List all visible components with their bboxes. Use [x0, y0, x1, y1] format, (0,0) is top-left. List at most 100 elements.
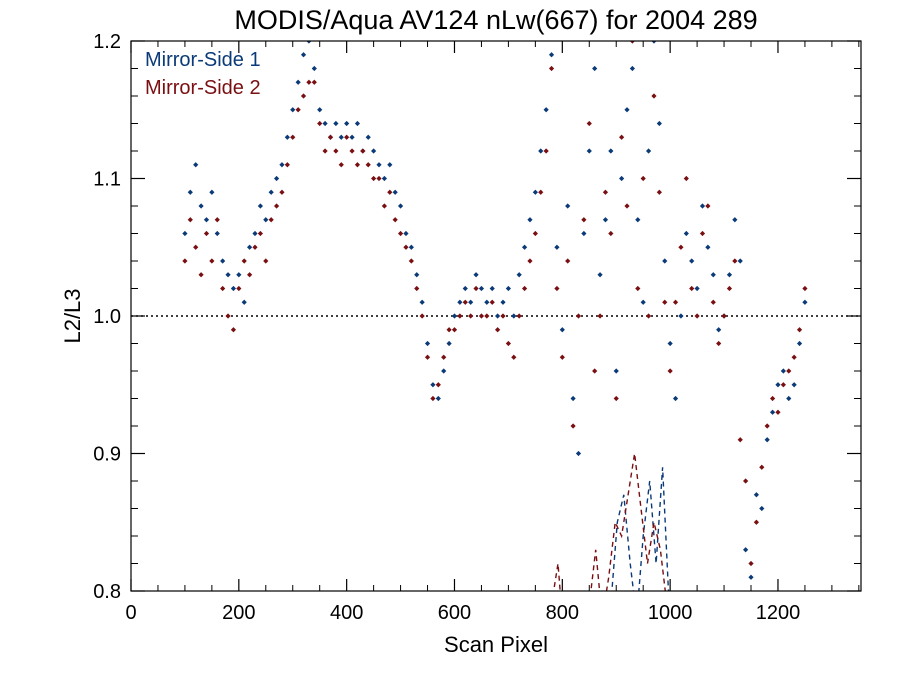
series-2-point — [182, 258, 188, 264]
series-1-point — [209, 189, 215, 195]
series-2-point — [311, 79, 317, 85]
series-2-point — [193, 244, 199, 250]
series-2-point — [365, 162, 371, 168]
series-1-point — [786, 395, 792, 402]
series-1-point — [645, 148, 652, 154]
series-1-point — [376, 162, 382, 168]
series-2-point — [775, 409, 781, 415]
x-tick-label: 400 — [330, 602, 363, 624]
series-2-point — [268, 217, 274, 223]
series-1-point — [441, 368, 447, 374]
series-2-point — [516, 313, 522, 319]
series-1-point — [279, 162, 285, 168]
y-tick-label: 1.2 — [93, 31, 121, 53]
series-2-point — [478, 313, 485, 319]
x-tick-label: 1200 — [756, 602, 801, 624]
series-2-point — [570, 423, 576, 429]
series-1-point — [656, 120, 662, 127]
series-2-point — [360, 148, 366, 154]
series-1-point — [489, 285, 495, 292]
series-2-point — [295, 107, 301, 113]
series-1-point — [565, 203, 571, 209]
series-1-point — [796, 340, 803, 347]
legend-mirror-side-1: Mirror-Side 1 — [145, 49, 261, 71]
series-2-point — [748, 560, 754, 567]
series-2-point — [403, 244, 409, 250]
series-2-point — [716, 340, 722, 347]
series-2-point — [759, 464, 765, 470]
x-tick-label: 600 — [438, 602, 471, 624]
series-2-point — [414, 285, 420, 292]
series-1-point — [435, 395, 441, 402]
series-2-point — [802, 285, 808, 292]
series-1-point — [220, 258, 226, 264]
series-1-point — [230, 285, 237, 292]
series-1-point — [769, 409, 776, 415]
series-1-point — [748, 574, 754, 580]
series-2-point — [651, 93, 657, 99]
series-2-point — [581, 217, 587, 223]
series-2-point — [468, 313, 474, 319]
series-2-point — [672, 299, 679, 305]
series-2-point — [624, 203, 630, 209]
series-2-point — [284, 162, 290, 168]
series-2-point — [769, 395, 776, 402]
series-1-point — [699, 203, 706, 209]
series-1-point — [608, 148, 614, 154]
series-2-point — [214, 217, 220, 223]
series-2-point — [532, 230, 538, 237]
series-2-point — [710, 299, 716, 305]
series-1-point — [683, 230, 689, 237]
series-2-point — [635, 285, 641, 292]
legend-mirror-side-2: Mirror-Side 2 — [145, 77, 261, 99]
series-2-point — [220, 285, 226, 292]
series-2-point — [322, 148, 328, 154]
series-1-point — [672, 395, 679, 402]
series-2-point — [344, 134, 350, 140]
series-2-point — [559, 354, 565, 360]
series-1-point — [597, 272, 603, 278]
series-2-point — [645, 313, 652, 319]
series-2-point — [505, 340, 512, 347]
series-1-point — [743, 547, 749, 553]
series-2-point — [446, 327, 452, 333]
series-1-point — [268, 189, 274, 195]
series-1-point — [473, 272, 479, 278]
series-2-point — [198, 272, 204, 278]
series-2-point — [451, 327, 458, 333]
series-2-point — [225, 313, 231, 319]
series-2-point — [629, 41, 636, 44]
series-2-point — [462, 299, 468, 305]
y-tick-label: 0.8 — [93, 581, 121, 603]
series-1-point — [311, 65, 317, 72]
series-2-point — [511, 354, 517, 360]
series-1-point — [802, 299, 808, 305]
series-1-point — [613, 368, 619, 374]
series-2-point — [376, 175, 382, 182]
series-2-point — [683, 175, 689, 182]
series-1-point — [371, 148, 377, 154]
data-layer — [182, 41, 808, 591]
series-2-point — [753, 519, 760, 525]
series-1-point — [732, 217, 738, 223]
series-1-point — [419, 299, 425, 305]
series-2-point — [273, 203, 280, 209]
series-1-point — [306, 41, 312, 44]
series-1-point — [662, 258, 668, 264]
series-1-point — [538, 148, 544, 154]
series-2-point — [791, 354, 797, 360]
series-1-point — [500, 299, 506, 305]
series-1-point — [338, 134, 344, 140]
series-2-point — [419, 313, 425, 319]
series-1-point — [559, 327, 565, 333]
series-2-point — [457, 313, 463, 319]
series-1-point — [780, 368, 786, 374]
series-1-point — [333, 120, 339, 127]
series-1-point — [753, 492, 760, 498]
series-2-point — [397, 230, 404, 237]
series-1-point — [737, 258, 743, 264]
series-2-point — [796, 327, 803, 333]
series-2-point — [613, 395, 619, 402]
series-1-point — [705, 244, 711, 250]
